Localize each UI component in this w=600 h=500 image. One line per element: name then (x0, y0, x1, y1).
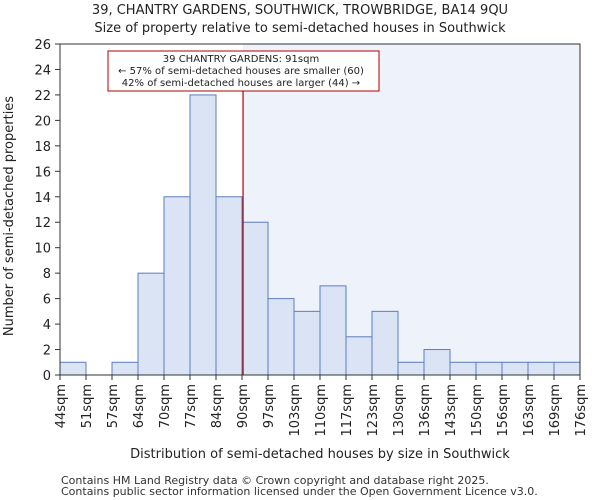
y-tick-label-12: 12 (34, 216, 51, 231)
bar-123sqm (371, 310, 399, 376)
x-tick-label-103sqm: 103sqm (288, 384, 303, 437)
chart-subtitle: Size of property relative to semi-detach… (94, 21, 506, 36)
x-tick-label-123sqm: 123sqm (366, 384, 381, 437)
chart-title: 39, CHANTRY GARDENS, SOUTHWICK, TROWBRID… (92, 3, 508, 18)
bar-84sqm (215, 196, 243, 376)
bar-64sqm (137, 272, 165, 376)
x-tick-label-84sqm: 84sqm (210, 384, 225, 428)
x-tick-label-64sqm: 64sqm (132, 384, 147, 428)
x-tick-label-44sqm: 44sqm (54, 384, 69, 428)
bar-163sqm (527, 361, 555, 376)
y-tick-label-20: 20 (34, 114, 51, 129)
x-tick-label-130sqm: 130sqm (392, 384, 407, 437)
x-axis: 44sqm 51sqm 57sqm 64sqm 70sqm 77sqm 84sqm 90sqm… (54, 375, 589, 437)
y-tick-label-24: 24 (34, 63, 51, 78)
x-tick-label-136sqm: 136sqm (418, 384, 433, 437)
bar-117sqm (345, 336, 373, 376)
annotation-line-3: 42% of semi-detached houses are larger (… (122, 78, 360, 89)
bar-57sqm (111, 361, 139, 376)
annotation-box: 39 CHANTRY GARDENS: 91sqm ← 57% of semi-… (107, 50, 380, 92)
footer-copyright: Contains HM Land Registry data © Crown c… (61, 474, 489, 487)
bar-103sqm (293, 310, 321, 376)
x-tick-label-90sqm: 90sqm (236, 384, 251, 428)
y-tick-label-18: 18 (34, 140, 51, 155)
y-tick-label-22: 22 (34, 89, 51, 104)
x-tick-label-143sqm: 143sqm (444, 384, 459, 437)
bar-70sqm (163, 196, 191, 376)
x-tick-label-163sqm: 163sqm (522, 384, 537, 437)
bar-110sqm (319, 285, 347, 376)
annotation-line-1: 39 CHANTRY GARDENS: 91sqm (163, 54, 319, 65)
x-tick-label-176sqm: 176sqm (574, 384, 589, 437)
x-tick-label-169sqm: 169sqm (548, 384, 563, 437)
bar-156sqm (501, 361, 529, 376)
x-tick-label-51sqm: 51sqm (80, 384, 95, 428)
y-tick-label-4: 4 (43, 318, 51, 333)
y-tick-label-0: 0 (43, 369, 51, 384)
x-tick-label-110sqm: 110sqm (314, 384, 329, 437)
bar-150sqm (475, 361, 503, 376)
x-tick-label-117sqm: 117sqm (340, 384, 355, 437)
x-tick-label-156sqm: 156sqm (496, 384, 511, 437)
y-tick-label-10: 10 (34, 242, 51, 257)
bar-77sqm (189, 94, 217, 376)
bar-130sqm (397, 361, 425, 376)
bars (59, 94, 581, 376)
y-tick-label-2: 2 (43, 344, 51, 359)
annotation-line-2: ← 57% of semi-detached houses are smalle… (118, 66, 364, 77)
x-tick-label-97sqm: 97sqm (262, 384, 277, 428)
bar-97sqm (267, 298, 295, 376)
x-axis-title: Distribution of semi-detached houses by … (130, 447, 510, 462)
y-tick-label-26: 26 (34, 38, 51, 53)
x-tick-label-70sqm: 70sqm (158, 384, 173, 428)
bar-169sqm (553, 361, 581, 376)
y-axis-title: Number of semi-detached properties (2, 96, 17, 336)
y-tick-label-14: 14 (34, 191, 51, 206)
y-tick-label-6: 6 (43, 293, 51, 308)
bar-143sqm (449, 361, 477, 376)
bar-44sqm (59, 361, 87, 376)
footer-licence: Contains public sector information licen… (61, 485, 538, 498)
y-tick-label-16: 16 (34, 165, 51, 180)
x-tick-label-150sqm: 150sqm (470, 384, 485, 437)
bar-90sqm (241, 221, 269, 376)
x-tick-label-57sqm: 57sqm (106, 384, 121, 428)
bar-136sqm (423, 349, 451, 376)
x-tick-label-77sqm: 77sqm (184, 384, 199, 428)
annotation-frame (107, 50, 380, 92)
y-tick-label-8: 8 (43, 267, 51, 282)
